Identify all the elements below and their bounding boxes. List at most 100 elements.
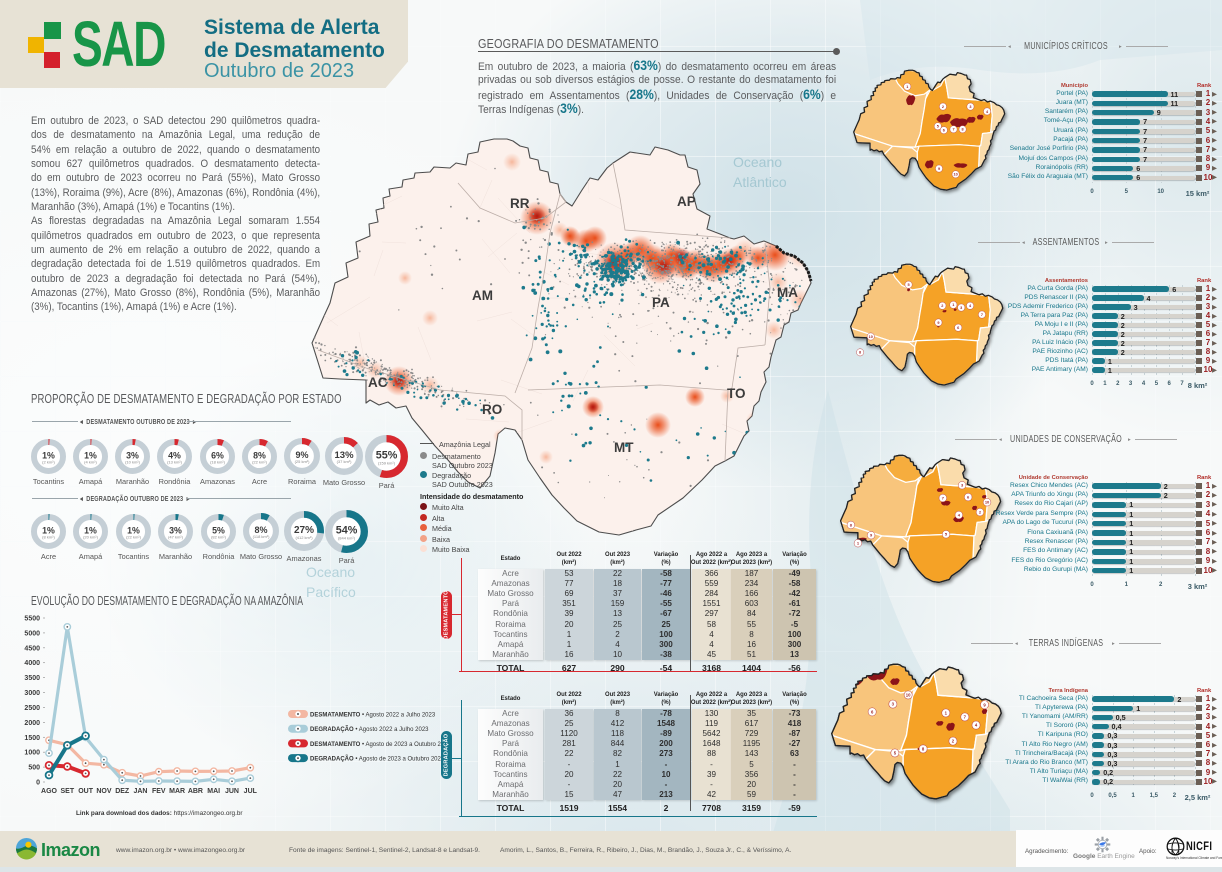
svg-text:5: 5 (937, 125, 939, 129)
svg-text:PA: PA (652, 295, 670, 310)
svg-text:9: 9 (938, 167, 940, 171)
svg-text:1: 1 (857, 541, 860, 546)
svg-text:7: 7 (952, 128, 954, 132)
svg-text:2: 2 (952, 739, 955, 744)
svg-text:Amapá: Amapá (79, 477, 103, 486)
svg-text:MAR: MAR (169, 788, 185, 795)
svg-text:Amazonas: Amazonas (200, 477, 235, 486)
svg-text:9: 9 (983, 702, 986, 707)
svg-text:2: 2 (942, 105, 944, 109)
svg-text:(844 km²): (844 km²) (338, 535, 356, 540)
svg-text:Mato Grosso: Mato Grosso (323, 478, 365, 487)
svg-text:MT: MT (614, 440, 634, 455)
svg-text:6: 6 (967, 495, 970, 500)
svg-text:8: 8 (922, 746, 925, 751)
svg-text:(8 km²): (8 km²) (42, 534, 55, 539)
svg-text:1%: 1% (42, 450, 55, 460)
svg-text:3: 3 (961, 483, 964, 488)
svg-text:4: 4 (975, 723, 978, 728)
svg-text:10: 10 (869, 335, 873, 339)
svg-text:(18 km²): (18 km²) (210, 459, 226, 464)
svg-text:(10 km²): (10 km²) (125, 459, 141, 464)
svg-text:AM: AM (472, 288, 493, 303)
svg-text:3: 3 (892, 702, 895, 707)
svg-text:1: 1 (945, 710, 948, 715)
svg-text:RO: RO (482, 402, 502, 417)
svg-text:EVOLUÇÃO DO DESMATAMENTO E DEG: EVOLUÇÃO DO DESMATAMENTO E DEGRADAÇÃO NA… (31, 593, 303, 608)
svg-text:(20 km²): (20 km²) (83, 534, 99, 539)
svg-text:(37 km²): (37 km²) (337, 459, 353, 464)
svg-text:(22 km²): (22 km²) (252, 459, 268, 464)
svg-text:JUL: JUL (244, 788, 258, 795)
svg-text:6%: 6% (211, 450, 224, 460)
svg-text:1%: 1% (42, 525, 55, 535)
svg-text:SET: SET (60, 788, 74, 795)
svg-text:1%: 1% (127, 525, 140, 535)
svg-text:4500: 4500 (24, 645, 40, 652)
svg-text:Acre: Acre (40, 552, 55, 561)
svg-text:0: 0 (36, 780, 40, 787)
svg-text:6: 6 (943, 129, 945, 133)
svg-text:7: 7 (964, 714, 967, 719)
svg-text:54%: 54% (335, 524, 357, 536)
svg-text:(159 km²): (159 km²) (378, 460, 396, 465)
svg-text:(22 km²): (22 km²) (126, 534, 142, 539)
svg-text:DEZ: DEZ (115, 788, 130, 795)
svg-text:AC: AC (368, 375, 388, 390)
svg-text:2500: 2500 (24, 705, 40, 712)
svg-text:TO: TO (727, 386, 746, 401)
svg-text:(47 km²): (47 km²) (168, 534, 184, 539)
svg-text:1500: 1500 (24, 735, 40, 742)
svg-text:Maranhão: Maranhão (159, 552, 192, 561)
svg-text:(82 km²): (82 km²) (211, 534, 227, 539)
svg-text:NOV: NOV (96, 788, 112, 795)
svg-text:Amazonas: Amazonas (286, 554, 321, 563)
svg-text:Rondônia: Rondônia (203, 552, 236, 561)
svg-text:MA: MA (777, 285, 798, 300)
svg-text:55%: 55% (376, 449, 398, 461)
svg-text:Pará: Pará (338, 556, 355, 565)
svg-text:8: 8 (962, 128, 964, 132)
svg-text:5: 5 (945, 532, 948, 537)
svg-text:5: 5 (894, 750, 897, 755)
svg-text:(2 km²): (2 km²) (42, 459, 55, 464)
svg-text:AGO: AGO (41, 788, 58, 795)
svg-text:8%: 8% (254, 525, 267, 535)
svg-text:3%: 3% (169, 525, 182, 535)
svg-text:9: 9 (937, 321, 939, 325)
svg-text:JAN: JAN (133, 788, 147, 795)
svg-text:DESMATAMENTO • Agosto 2022 a J: DESMATAMENTO • Agosto 2022 a Julho 2023 (310, 713, 436, 719)
svg-text:3: 3 (960, 306, 962, 310)
svg-text:(4 km²): (4 km²) (84, 459, 97, 464)
svg-text:5000: 5000 (24, 630, 40, 637)
svg-text:FEV: FEV (152, 788, 166, 795)
svg-text:2: 2 (941, 304, 943, 308)
svg-text:MAI: MAI (207, 788, 220, 795)
svg-text:(25 km²): (25 km²) (294, 459, 310, 464)
svg-text:DESMATAMENTO • Agosto de 2023: DESMATAMENTO • Agosto de 2023 a Outubro … (310, 742, 452, 748)
svg-text:ABR: ABR (188, 788, 203, 795)
svg-text:8%: 8% (253, 450, 266, 460)
svg-text:4: 4 (958, 512, 961, 517)
svg-text:4: 4 (986, 110, 989, 114)
svg-text:6: 6 (871, 709, 874, 714)
svg-text:5%: 5% (212, 525, 225, 535)
svg-text:4%: 4% (169, 450, 182, 460)
svg-text:5: 5 (907, 283, 909, 287)
svg-text:1%: 1% (84, 450, 97, 460)
svg-text:Tocantins: Tocantins (118, 552, 150, 561)
svg-text:RR: RR (510, 196, 530, 211)
svg-text:3000: 3000 (24, 690, 40, 697)
svg-text:1000: 1000 (24, 750, 40, 757)
svg-text:(118 km²): (118 km²) (253, 534, 270, 539)
svg-text:6: 6 (957, 326, 959, 330)
svg-text:10: 10 (906, 692, 911, 697)
svg-text:3: 3 (969, 105, 971, 109)
svg-text:2000: 2000 (24, 720, 40, 727)
svg-text:DEGRADAÇÃO • Agosto 2022 a Jul: DEGRADAÇÃO • Agosto 2022 a Julho 2023 (310, 726, 429, 733)
svg-text:4000: 4000 (24, 660, 40, 667)
svg-text:OUT: OUT (78, 788, 94, 795)
svg-text:2: 2 (979, 510, 982, 515)
svg-text:Pará: Pará (379, 481, 396, 490)
svg-text:7: 7 (981, 313, 983, 317)
